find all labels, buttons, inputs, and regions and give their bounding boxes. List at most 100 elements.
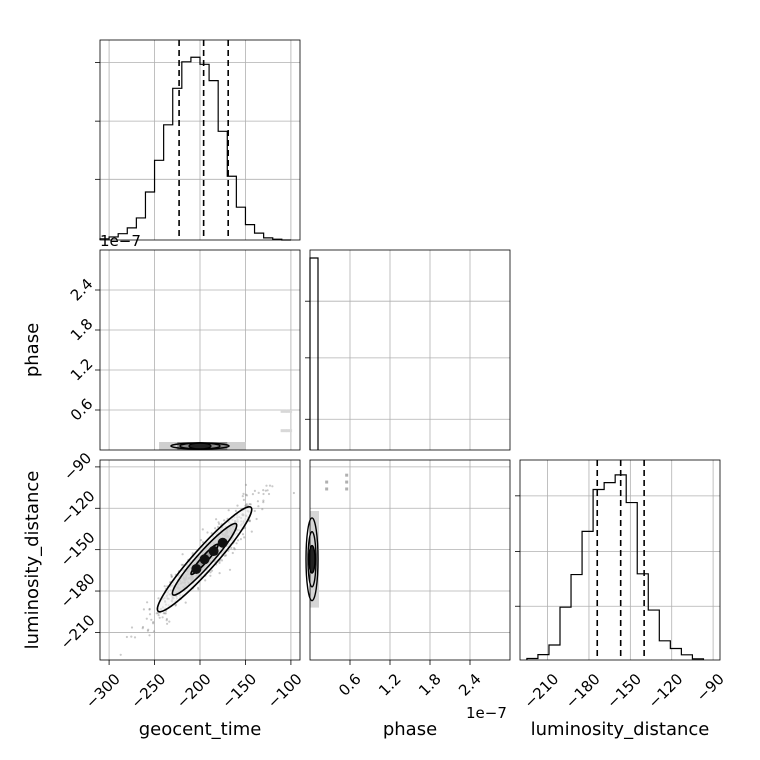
sample-point: [220, 559, 224, 562]
sample-point: [142, 608, 145, 611]
panel-geocent_time-vs-phase: [95, 249, 301, 451]
sample-point: [237, 539, 240, 542]
sample-point: [241, 495, 244, 498]
contour-level: [307, 531, 317, 588]
sample-point: [250, 530, 253, 533]
sample-point: [214, 527, 217, 530]
sample-point: [248, 503, 251, 506]
y-tick-label-phase: 2.4: [67, 275, 97, 305]
sample-point: [215, 518, 218, 521]
sample-point: [253, 489, 256, 492]
sample-point: [165, 617, 168, 621]
sample-point: [148, 608, 151, 611]
outlier-point: [286, 429, 293, 433]
sample-point: [262, 499, 265, 502]
sample-point: [271, 485, 274, 488]
sample-point: [255, 517, 258, 521]
y-tick-label-luminosity_distance: −150: [57, 528, 99, 570]
sample-point: [261, 508, 264, 511]
sample-point: [256, 500, 259, 503]
sample-point: [157, 597, 160, 600]
outlier-point: [280, 409, 287, 413]
sample-point: [152, 622, 155, 625]
sample-point: [265, 484, 268, 487]
sample-point: [150, 618, 153, 621]
x-tick-label-phase: 2.4: [455, 670, 485, 700]
y-axis-label-phase: phase: [22, 323, 43, 377]
diagonal-panel-luminosity_distance: [515, 459, 721, 661]
sample-point: [201, 528, 204, 531]
outlier-point: [345, 487, 349, 491]
sample-point: [233, 547, 236, 550]
sample-point: [170, 573, 173, 577]
sample-point: [158, 616, 161, 619]
sample-point: [262, 501, 265, 504]
x-axis-label-geocent_time: geocent_time: [139, 719, 262, 740]
sample-point: [235, 542, 238, 545]
sample-point: [181, 553, 184, 556]
offset-text-phase-x: 1e−7: [466, 704, 507, 722]
sample-point: [163, 585, 166, 588]
x-tick-label-geocent_time: −150: [218, 670, 260, 712]
density-peak: [199, 554, 210, 565]
sample-point: [156, 611, 159, 615]
sample-point: [241, 533, 245, 536]
sample-point: [244, 504, 247, 507]
sample-point: [155, 612, 158, 615]
sample-point: [174, 603, 177, 606]
sample-point: [233, 548, 236, 551]
histogram-step-phase: [309, 257, 319, 450]
y-tick-label-luminosity_distance: −210: [57, 611, 99, 653]
sample-point: [161, 616, 164, 619]
sample-point: [209, 574, 212, 577]
sample-point: [218, 572, 221, 575]
sample-point: [180, 563, 183, 567]
outlier-point: [345, 480, 349, 484]
sample-point: [216, 525, 220, 529]
sample-point: [145, 617, 148, 620]
outlier-point: [286, 409, 293, 413]
sample-point: [148, 613, 152, 616]
sample-point: [125, 635, 128, 639]
sample-point: [234, 509, 237, 512]
y-tick-label-luminosity_distance: −120: [57, 487, 99, 529]
x-axis-label-luminosity_distance: luminosity_distance: [531, 719, 710, 740]
sample-point: [210, 569, 214, 572]
sample-point: [148, 634, 151, 637]
panel-frame: [99, 249, 301, 451]
sample-point: [244, 483, 248, 486]
x-tick-label-phase: 0.6: [335, 670, 365, 700]
sample-point: [223, 554, 226, 557]
panel-frame: [309, 249, 511, 451]
sample-point: [206, 531, 209, 534]
x-tick-label-geocent_time: −200: [173, 670, 215, 712]
sample-point: [148, 607, 151, 611]
sample-point: [170, 575, 173, 579]
sample-point: [262, 492, 265, 496]
sample-point: [152, 621, 155, 624]
sample-point: [201, 541, 205, 544]
sample-point: [146, 629, 149, 632]
x-tick-label-geocent_time: −100: [264, 670, 306, 712]
outlier-point: [325, 480, 329, 484]
sample-point: [174, 604, 177, 607]
sample-point: [165, 619, 168, 622]
sample-point: [248, 520, 251, 523]
sample-point: [197, 586, 200, 590]
sample-point: [170, 575, 173, 578]
histogram-step-geocent_time: [99, 56, 291, 241]
density-peak: [217, 537, 228, 548]
sample-point: [248, 519, 251, 522]
sample-point: [119, 653, 122, 656]
sample-point: [162, 612, 165, 615]
sample-point: [141, 627, 144, 630]
offset-text-phase: 1e−7: [100, 232, 141, 250]
contour-level: [308, 544, 316, 574]
panel-frame: [99, 459, 301, 661]
sample-point: [133, 636, 137, 639]
x-tick-label-geocent_time: −250: [127, 670, 169, 712]
sample-point: [218, 522, 221, 526]
sample-point: [152, 630, 156, 633]
sample-point: [163, 612, 166, 615]
